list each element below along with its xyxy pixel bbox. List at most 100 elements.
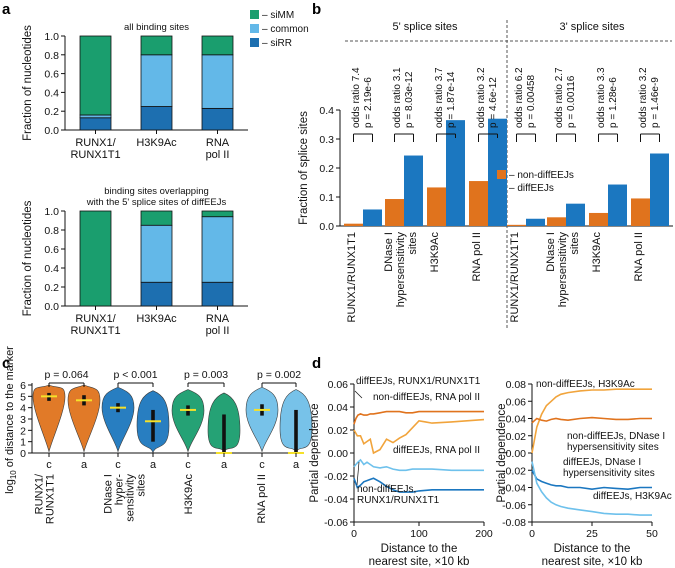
group-title: 3' splice sites <box>559 21 625 33</box>
y-tick-label: -0.02 <box>324 471 348 483</box>
category-label: H3K9Ac <box>136 313 177 325</box>
bar-common <box>201 216 234 283</box>
y-tick-label: 0.3 <box>319 134 334 146</box>
series-label: diffEEJs, RNA pol II <box>393 445 480 456</box>
chart-title: all binding sites <box>124 22 189 33</box>
category-label: RNA <box>206 313 230 325</box>
category-label: RUNX1/RUNX1T1 <box>509 232 521 322</box>
x-axis-label: Distance to the <box>381 543 458 555</box>
p-value-label: p = 1.46e-9 <box>650 77 661 128</box>
odds-ratio-label: odds ratio 3.3 <box>596 67 607 128</box>
bar-common <box>201 54 234 109</box>
panel-label-c: c <box>2 355 10 372</box>
y-tick-label: 0.4 <box>44 263 59 275</box>
panel-label-b: b <box>312 1 321 18</box>
series-line <box>353 477 484 493</box>
iqr-box <box>151 409 155 442</box>
panel-d-left: Partial dependence -0.06 -0.04 -0.02 0.00 0.0… <box>309 376 493 568</box>
series-label: diffEEJs, H3K9Ac <box>593 491 672 502</box>
y-tick-label: 0.06 <box>506 396 527 408</box>
y-tick-label: 0.4 <box>319 105 334 117</box>
group-label: H3K9Ac <box>183 474 195 515</box>
violin-c <box>245 386 279 452</box>
y-tick-label: 0.0 <box>44 125 59 137</box>
y-tick-label: 0 <box>20 448 26 460</box>
series-line <box>353 458 484 472</box>
y-tick-label: 0.02 <box>328 425 349 437</box>
bar-non-diffEEJs <box>469 181 488 226</box>
category-label: H3K9Ac <box>591 232 603 273</box>
x-tick-label: 25 <box>586 528 598 540</box>
violin-label: a <box>150 459 157 471</box>
p-value-label: p = 0.002 <box>257 369 301 381</box>
y-tick-label: -0.04 <box>502 483 526 495</box>
iqr-box <box>294 409 298 453</box>
legend-label: – diffEEJs <box>509 183 554 194</box>
x-axis-label: Distance to the <box>554 543 631 555</box>
p-value-label: p = 0.064 <box>44 369 88 381</box>
series-label: diffEEJs, DNase I <box>563 457 641 468</box>
legend-label: – common <box>262 24 309 35</box>
y-tick-label: -0.06 <box>324 517 348 529</box>
group-label: RUNX1T1 <box>45 474 57 524</box>
category-label: RNA pol II <box>633 232 645 282</box>
category-label: RNA <box>206 137 230 149</box>
y-tick-label: 5 <box>20 391 26 403</box>
bar-common <box>79 114 112 119</box>
y-tick-label: 6 <box>20 380 26 392</box>
p-value-label: p = 1.87e-14 <box>446 71 457 128</box>
violin-label: c <box>185 459 191 471</box>
y-tick-label: -0.08 <box>502 517 526 529</box>
category-label: DNase I <box>383 232 395 272</box>
p-value-label: p = 2.19e-6 <box>363 77 374 128</box>
violin-label: c <box>115 459 121 471</box>
p-value-label: p < 0.001 <box>113 369 157 381</box>
p-value-label: p = 1.28e-6 <box>608 77 619 128</box>
p-value-label: p = 0.00458 <box>526 74 537 128</box>
violin-label: c <box>259 459 265 471</box>
bar-siMM <box>79 210 112 307</box>
legend-label: – siMM <box>262 10 294 21</box>
panel-d-right: Partial dependence -0.08 -0.06 -0.04 -0.02 0.… <box>496 379 672 568</box>
bar-non-diffEEJs <box>344 223 363 226</box>
y-tick-label: -0.02 <box>502 465 526 477</box>
legend-label: – non-diffEEJs <box>509 170 574 181</box>
group-label: RNA pol II <box>256 474 268 524</box>
y-tick-label: 4 <box>20 403 26 415</box>
y-axis-label: Fraction of nucleotides <box>22 200 34 316</box>
bar-diffEEJs <box>566 203 585 226</box>
bar-non-diffEEJs <box>507 224 526 226</box>
series-line <box>531 469 652 491</box>
bar-non-diffEEJs <box>547 217 566 226</box>
group-label: hyper- <box>114 474 126 506</box>
series-label: RUNX1/RUNX1T1 <box>357 495 440 506</box>
category-label: DNase I <box>545 232 557 272</box>
bar-siMM <box>79 35 112 116</box>
legend-swatch-siRR <box>250 38 259 47</box>
category-label: pol II <box>206 149 230 161</box>
y-tick-label: 0.06 <box>328 379 349 391</box>
series-label: diffEEJs, RUNX1/RUNX1T1 <box>356 376 481 387</box>
p-value-label: p = 0.003 <box>184 369 228 381</box>
bar-common <box>140 224 173 283</box>
legend-swatch-common <box>250 24 259 33</box>
y-axis-label: log10 of distance to the marker <box>4 346 18 494</box>
x-tick-label: 100 <box>410 528 428 540</box>
panel-label-a: a <box>2 1 11 18</box>
y-axis-label: Fraction of splice sites <box>298 111 310 225</box>
violin-c <box>32 384 66 452</box>
category-label: H3K9Ac <box>136 137 177 149</box>
series-line <box>531 461 652 516</box>
y-tick-label: 0.04 <box>328 402 349 414</box>
bar-siRR <box>140 106 173 131</box>
y-tick-label: 0.8 <box>44 225 59 237</box>
panel-b-splice-sites: 0.0 0.1 0.2 0.3 0.4 Fraction of splice sites 5… <box>298 20 673 330</box>
p-value-label: p = 0.00116 <box>566 75 577 128</box>
y-tick-label: 2 <box>20 425 26 437</box>
category-label: hypersensitivity <box>557 232 569 308</box>
y-axis-label: Partial dependence <box>496 403 508 502</box>
y-tick-label: 0.4 <box>44 87 59 99</box>
y-tick-label: 0.2 <box>44 106 59 118</box>
